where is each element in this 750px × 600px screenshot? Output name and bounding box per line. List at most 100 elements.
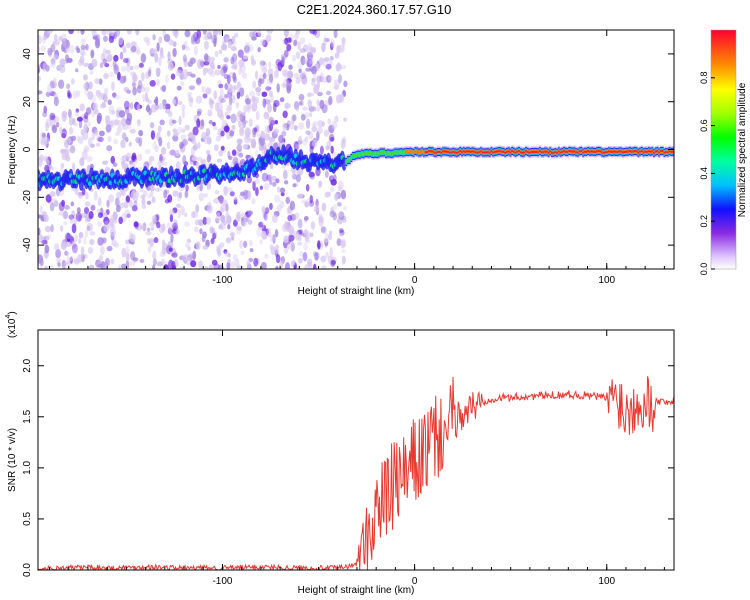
heatmap-cell xyxy=(284,49,289,58)
heatmap-cell xyxy=(242,118,246,129)
heatmap-cell xyxy=(172,128,178,133)
heatmap-cell xyxy=(161,84,167,93)
heatmap-cell xyxy=(326,140,332,149)
colorbar-tick-label: 0.6 xyxy=(699,119,709,132)
heatmap-cell xyxy=(359,152,362,157)
heatmap-cell xyxy=(304,111,310,119)
heatmap-cell xyxy=(253,257,259,267)
heatmap-cell xyxy=(269,244,274,251)
heatmap-cell xyxy=(79,103,85,112)
heatmap-cell xyxy=(245,131,251,141)
heatmap-cell xyxy=(163,33,171,43)
heatmap-cell xyxy=(297,61,303,71)
heatmap-cell xyxy=(87,246,94,255)
heatmap-cell xyxy=(257,30,262,37)
heatmap-cell xyxy=(332,212,338,221)
heatmap-cell xyxy=(157,125,162,133)
heatmap-cell xyxy=(78,231,84,239)
heatmap-cell xyxy=(190,73,196,78)
heatmap-cell xyxy=(583,150,587,153)
heatmap-cell xyxy=(185,256,191,266)
heatmap-cell xyxy=(204,40,209,50)
heatmap-cell xyxy=(102,160,109,165)
heatmap-cell xyxy=(269,233,276,243)
heatmap-cell xyxy=(336,238,342,246)
heatmap-cell xyxy=(110,30,115,37)
heatmap-cell xyxy=(653,151,656,154)
heatmap-cell xyxy=(186,238,192,244)
heatmap-cell xyxy=(220,98,226,103)
heatmap-cell xyxy=(273,100,280,107)
heatmap-cell xyxy=(71,240,77,249)
heatmap-cell xyxy=(665,151,668,154)
heatmap-cell xyxy=(56,64,63,70)
heatmap-cell xyxy=(196,110,202,116)
heatmap-cell xyxy=(193,45,198,56)
heatmap-cell xyxy=(78,120,83,129)
heatmap-cell xyxy=(319,145,324,155)
heatmap-cell xyxy=(44,244,50,254)
heatmap-cell xyxy=(74,186,79,195)
heatmap-cell xyxy=(132,86,137,96)
heatmap-cell xyxy=(75,68,79,73)
heatmap-cell xyxy=(311,126,318,133)
snr-y-multiplier-base: (x10 xyxy=(7,318,18,338)
heatmap-cell xyxy=(251,198,256,205)
heatmap-cell xyxy=(273,247,280,254)
heatmap-cell xyxy=(264,133,271,141)
heatmap-cell xyxy=(350,155,353,160)
heatmap-cell xyxy=(488,151,491,154)
heatmap-cell xyxy=(585,150,588,153)
heatmap-cell xyxy=(162,99,167,106)
heatmap-cell xyxy=(133,200,138,208)
heatmap-cell xyxy=(276,205,283,212)
heatmap-cell xyxy=(339,93,345,103)
heatmap-cell xyxy=(85,43,89,51)
heatmap-cell xyxy=(82,74,89,81)
heatmap-cell xyxy=(230,85,236,94)
heatmap-cell xyxy=(237,67,243,75)
heatmap-cell xyxy=(91,30,97,37)
heatmap-cell xyxy=(184,190,189,199)
heatmap-cell xyxy=(120,65,128,72)
y-tick-label: -40 xyxy=(22,237,33,252)
heatmap-cell xyxy=(191,155,198,162)
heatmap-cell xyxy=(96,209,102,214)
heatmap-cell xyxy=(485,151,488,154)
heatmap-cell xyxy=(334,193,339,201)
heatmap-cell xyxy=(137,79,143,90)
heatmap-cell xyxy=(231,125,236,130)
heatmap-cell xyxy=(478,151,481,154)
heatmap-cell xyxy=(302,251,308,262)
heatmap-cell xyxy=(109,120,114,127)
heatmap-cell xyxy=(111,81,115,92)
heatmap-cell xyxy=(65,46,70,53)
heatmap-cell xyxy=(308,171,315,178)
heatmap-cell xyxy=(265,34,272,43)
y-tick-label: 0 xyxy=(22,146,33,152)
heatmap-cell xyxy=(118,110,126,118)
heatmap-cell xyxy=(261,146,268,154)
heatmap-cell xyxy=(110,155,116,164)
heatmap-cell xyxy=(211,259,218,266)
heatmap-cell xyxy=(329,246,333,257)
heatmap-cell xyxy=(66,241,72,247)
heatmap-cell xyxy=(187,254,193,262)
heatmap-cell xyxy=(184,221,191,227)
heatmap-cell xyxy=(158,56,162,67)
heatmap-cell xyxy=(94,78,100,85)
heatmap-cell xyxy=(46,30,54,34)
heatmap-cell xyxy=(284,248,289,254)
heatmap-cell xyxy=(223,251,230,257)
heatmap-cell xyxy=(525,150,528,153)
heatmap-cell xyxy=(492,151,495,154)
heatmap-cell xyxy=(49,61,56,68)
heatmap-cell xyxy=(309,194,314,204)
heatmap-cell xyxy=(672,150,674,153)
heatmap-cell xyxy=(239,63,246,74)
heatmap-cell xyxy=(656,150,659,153)
heatmap-cell xyxy=(172,190,179,197)
heatmap-cell xyxy=(175,69,183,77)
heatmap-cell xyxy=(236,143,243,152)
heatmap-cell xyxy=(84,82,88,90)
